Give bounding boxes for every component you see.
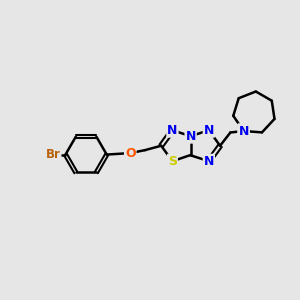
Text: Br: Br xyxy=(46,148,61,161)
Text: S: S xyxy=(168,155,177,168)
Text: N: N xyxy=(185,130,196,143)
Text: N: N xyxy=(204,155,214,168)
Text: O: O xyxy=(125,147,136,160)
Text: N: N xyxy=(204,124,214,137)
Text: N: N xyxy=(238,124,249,137)
Text: N: N xyxy=(238,124,249,137)
Text: N: N xyxy=(167,124,178,137)
